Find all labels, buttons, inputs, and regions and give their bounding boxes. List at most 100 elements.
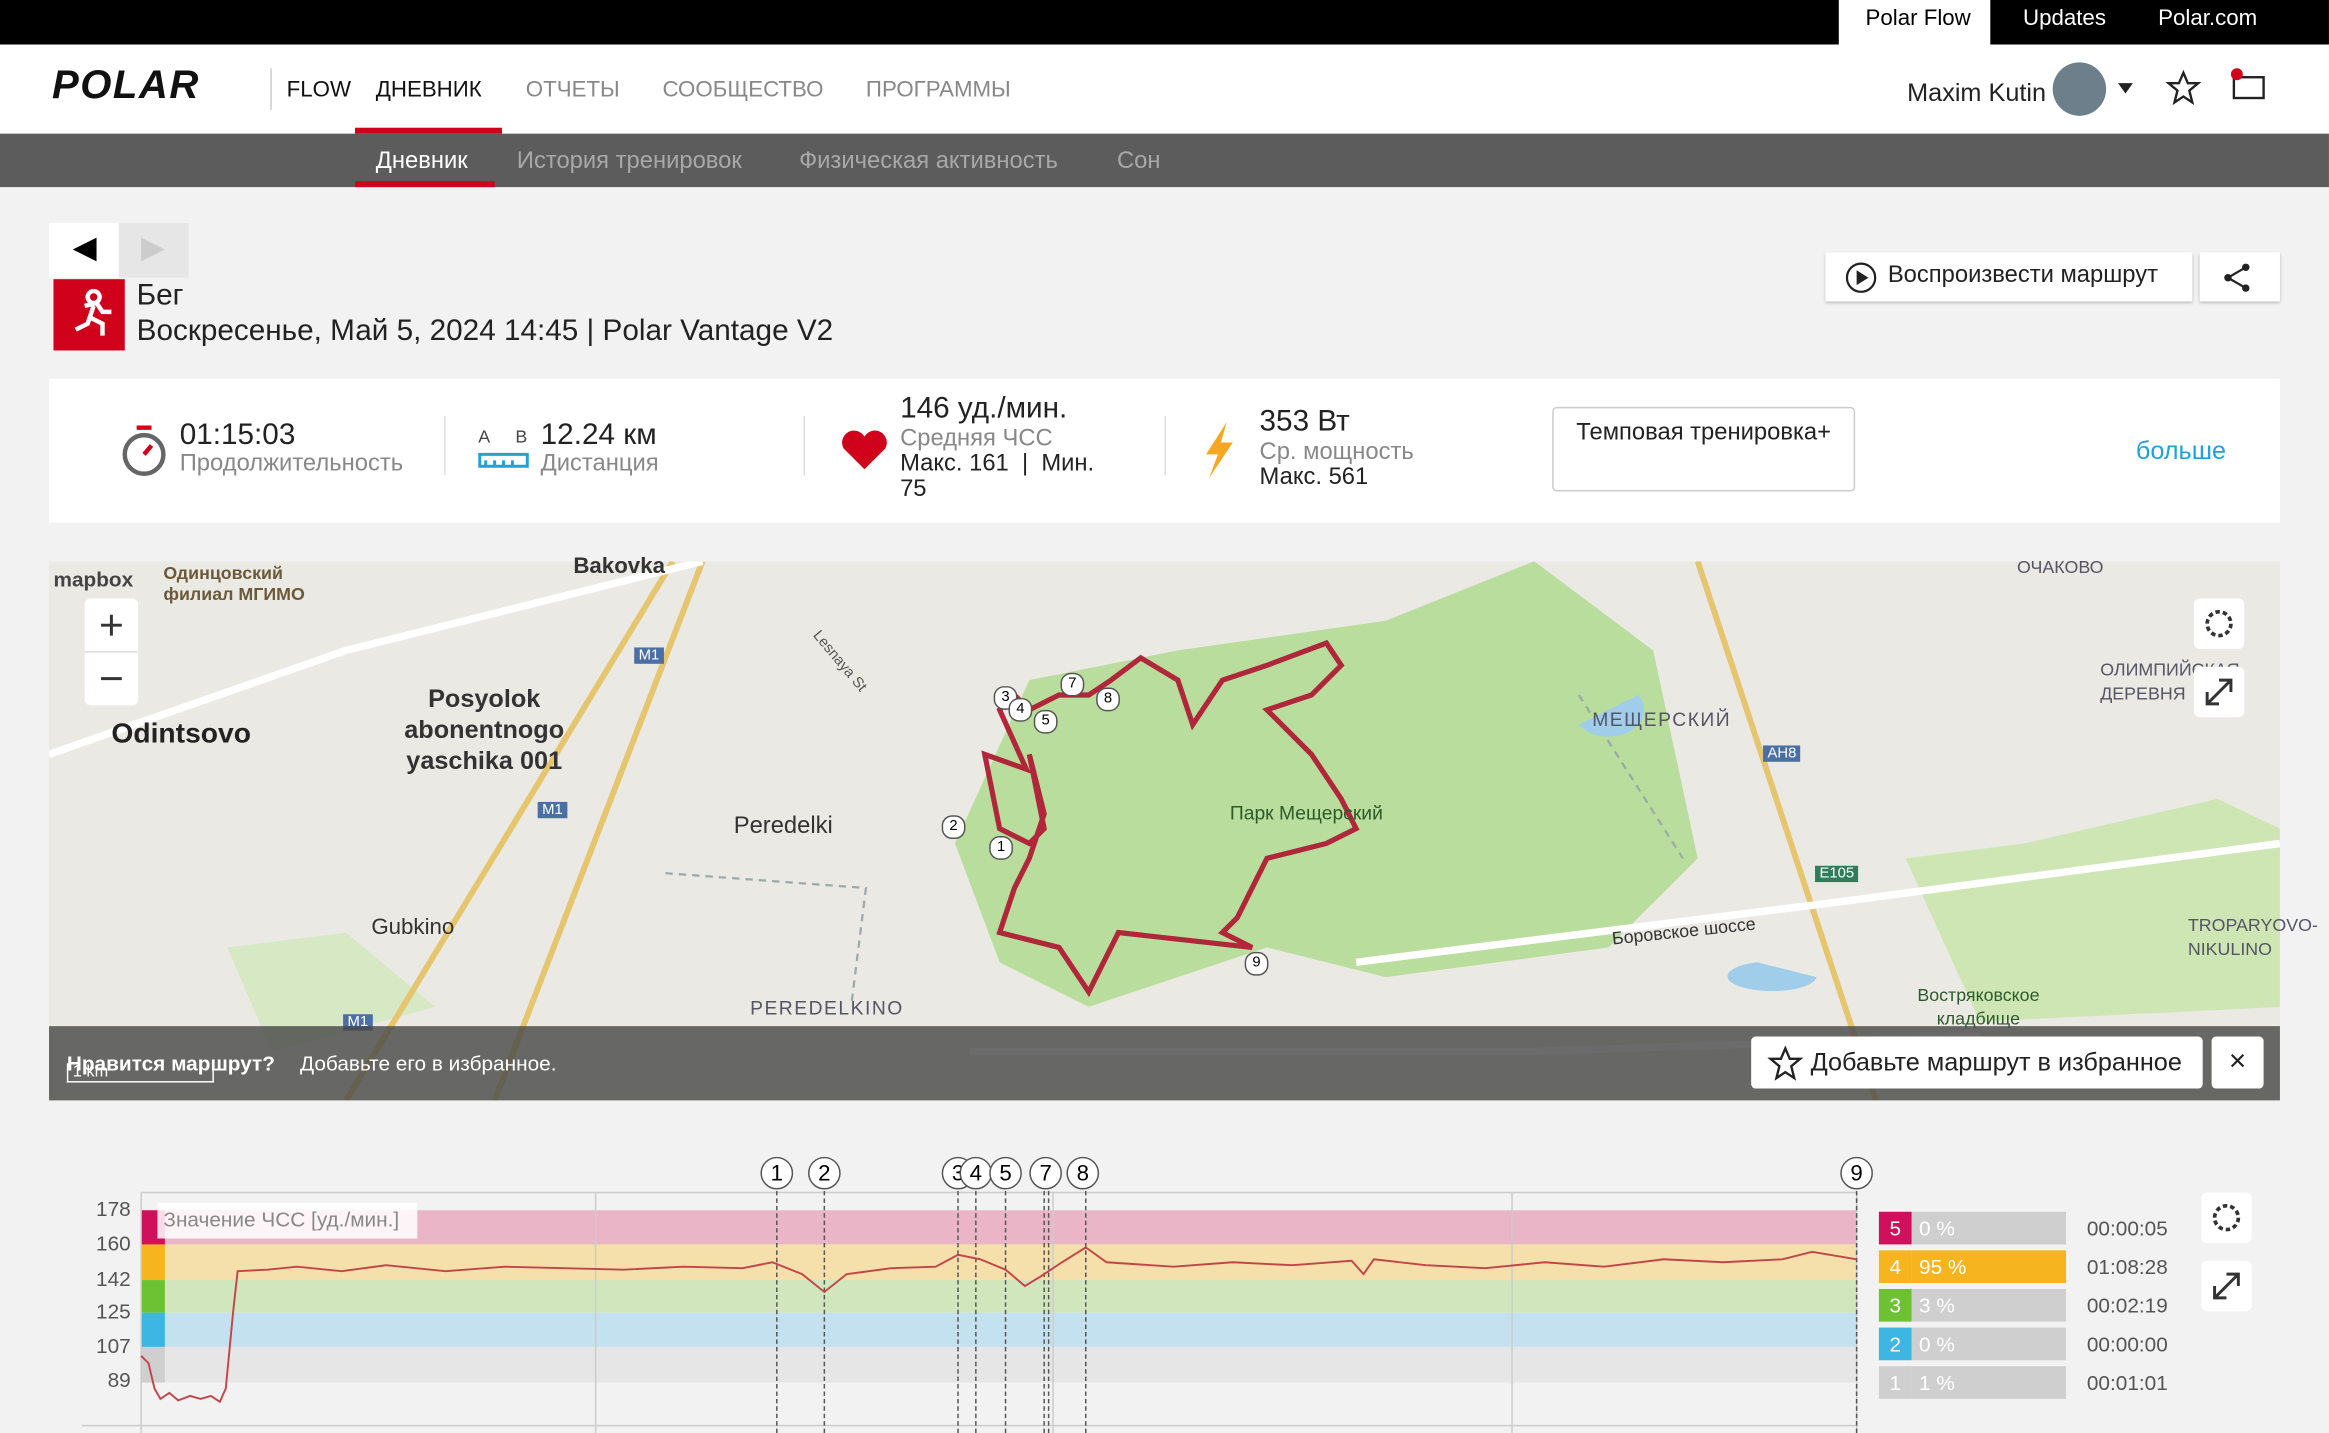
avg-power-label: Ср. мощность — [1259, 439, 1414, 465]
nav-item[interactable]: ОТЧЕТЫ — [525, 77, 620, 103]
nav-item[interactable]: ПРОГРАММЫ — [865, 77, 1011, 103]
hr-line — [140, 1246, 1857, 1404]
map-lap[interactable]: 7 — [1060, 672, 1085, 697]
zone-time: 00:00:00 — [2086, 1332, 2168, 1356]
avg-hr-label: Средняя ЧСС — [900, 426, 1053, 452]
map-tools — [2193, 598, 2245, 718]
map-lap[interactable]: 4 — [1008, 697, 1033, 722]
map-attribution: mapbox — [53, 567, 134, 592]
y-tick-label: 89 — [107, 1367, 131, 1392]
lap-marker[interactable]: 1 — [760, 1156, 794, 1190]
nav-item[interactable]: ДНЕВНИК — [375, 77, 482, 103]
messages[interactable] — [2232, 76, 2265, 100]
user-name[interactable]: Maxim Kutin — [1907, 78, 2047, 107]
zone-percent: 95 % — [1919, 1254, 1967, 1279]
zone-percent: 3 % — [1919, 1293, 1955, 1318]
map-lap[interactable]: 5 — [1033, 709, 1058, 734]
replay-label: Воспроизвести маршрут — [1887, 262, 2159, 289]
sub-item[interactable]: Сон — [1116, 148, 1161, 174]
map-label: Gubkino — [371, 914, 455, 941]
ab-a: A — [478, 426, 491, 447]
lap-marker[interactable]: 2 — [808, 1156, 841, 1190]
map-label: ОЧАКОВО — [2017, 556, 2104, 578]
logo[interactable]: POLAR — [51, 62, 200, 107]
lap-marker[interactable]: 5 — [989, 1156, 1022, 1190]
map-lap[interactable]: 2 — [941, 815, 966, 840]
zone-bar-bg — [1911, 1288, 2067, 1322]
share-icon — [2224, 263, 2250, 292]
avatar[interactable] — [2052, 62, 2107, 116]
play-icon — [1845, 262, 1877, 293]
lap-marker[interactable]: 8 — [1066, 1156, 1100, 1190]
duration: 01:15:03 — [179, 418, 296, 452]
top-link[interactable]: Updates — [2022, 5, 2106, 32]
share-button[interactable] — [2199, 252, 2280, 302]
zone-band — [141, 1244, 1857, 1281]
map-label: PEREDELKINO — [750, 996, 904, 1019]
map-label: Парк Мещерский — [1229, 801, 1383, 825]
map — [49, 561, 2280, 1101]
map-label: Posyolok abonentnogo yaschika 001 — [404, 684, 565, 776]
distance-label: Дистанция — [540, 451, 659, 477]
zone-time: 00:02:19 — [2086, 1293, 2168, 1318]
map-label: Peredelki — [733, 813, 833, 840]
more-link[interactable]: больше — [2135, 436, 2227, 465]
zone-bar-bg — [1911, 1250, 2067, 1284]
fav-button[interactable] — [1751, 1036, 2203, 1089]
divider — [270, 68, 272, 110]
map-label: Odintsovo — [111, 718, 251, 750]
replay-button[interactable] — [1825, 252, 2193, 302]
zone-time: 01:08:28 — [2086, 1254, 2168, 1279]
map-lap[interactable]: 9 — [1244, 951, 1269, 976]
session-icons — [49, 222, 189, 351]
dropdown[interactable] — [2118, 83, 2133, 94]
map-scale: 1 km — [66, 1063, 214, 1083]
zone-time: 00:00:05 — [2086, 1216, 2168, 1240]
zone-band — [141, 1210, 1857, 1245]
sub-item[interactable]: Физическая активность — [799, 148, 1058, 174]
training-benefit[interactable]: Темповая тренировка+ — [1552, 406, 1856, 492]
hr-legend: Значение ЧСС [уд./мин.] — [163, 1207, 400, 1232]
map-settings[interactable] — [2193, 598, 2245, 649]
nav-item[interactable]: СООБЩЕСТВО — [662, 77, 824, 103]
distance: 12.24 км — [540, 418, 657, 452]
summary-icons — [122, 415, 1233, 479]
map-lap[interactable]: 1 — [989, 836, 1013, 860]
session-date: Воскресенье, Май 5, 2024 14:45 | Polar V… — [136, 314, 834, 348]
runner — [74, 288, 112, 336]
sub-active — [354, 181, 495, 188]
sub-item[interactable]: История тренировок — [516, 148, 742, 174]
zone-bar-bg — [1911, 1366, 2067, 1399]
zone-band — [141, 1312, 1857, 1347]
close-banner[interactable]: × — [2211, 1036, 2264, 1089]
chart-tools — [2201, 1192, 2252, 1312]
top-link[interactable]: Polar.com — [2158, 5, 2258, 32]
road-sign: AH8 — [1763, 745, 1801, 762]
lap-marker[interactable]: 7 — [1029, 1156, 1062, 1190]
map-label: Одинцовский филиал МГИМО — [163, 562, 305, 605]
zoom-controls — [84, 598, 139, 706]
road-sign: M1 — [634, 647, 664, 664]
map-label: Востряковское кладбище — [1917, 984, 2040, 1030]
chart-settings[interactable] — [2201, 1192, 2252, 1243]
avg-hr: 146 уд./мин. — [900, 392, 1068, 425]
avg-power: 353 Вт — [1259, 405, 1350, 439]
zone-bar-bg — [1911, 1327, 2067, 1361]
zone-number: 2 — [1878, 1327, 1912, 1361]
zone-percent: 1 % — [1919, 1370, 1955, 1395]
lap-marker[interactable]: 9 — [1840, 1156, 1873, 1190]
lap-marker[interactable]: 4 — [959, 1156, 993, 1190]
hr-chart — [81, 1190, 1858, 1433]
zone-number: 5 — [1878, 1211, 1912, 1245]
zone-number: 1 — [1878, 1366, 1912, 1399]
top-link[interactable]: Polar Flow — [1865, 5, 1971, 32]
map-lap[interactable]: 8 — [1096, 687, 1120, 712]
ab-b: B — [515, 426, 528, 447]
sub-item[interactable]: Дневник — [375, 148, 468, 174]
zone-bar-bg — [1911, 1211, 2067, 1245]
zone-band — [141, 1280, 1857, 1313]
star[interactable] — [2165, 69, 2202, 106]
summary — [49, 378, 2280, 523]
